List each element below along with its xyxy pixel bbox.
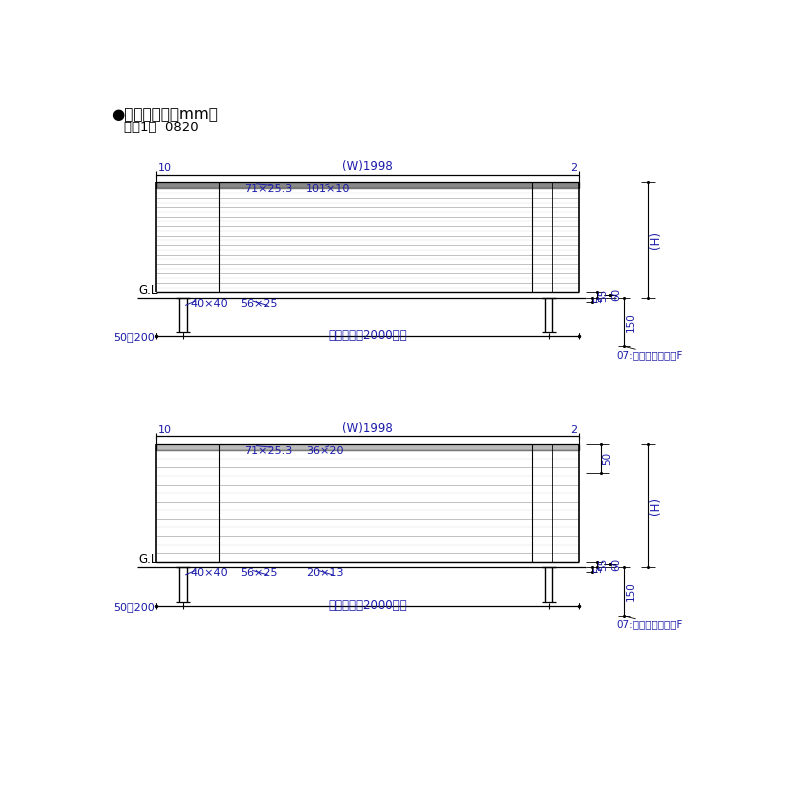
Text: 50〜200: 50〜200 [114,333,155,342]
Text: 5: 5 [594,297,603,303]
Text: 40×40: 40×40 [190,298,228,309]
Text: 56×25: 56×25 [241,298,278,309]
Text: G.L: G.L [138,284,158,297]
Text: ●据付図（単位mm）: ●据付図（単位mm） [111,106,218,122]
Text: 40×40: 40×40 [190,568,228,578]
Text: 56×25: 56×25 [241,568,278,578]
Text: 150: 150 [626,312,636,332]
Text: (H): (H) [650,497,662,514]
Bar [156,182,579,188]
Text: 支柱芯間隔2000以下: 支柱芯間隔2000以下 [328,330,407,342]
Text: 60: 60 [612,288,622,302]
Text: 55: 55 [598,558,609,571]
Bar [156,444,579,450]
Text: 50: 50 [602,452,613,466]
Text: 5: 5 [594,566,603,573]
Text: (W)1998: (W)1998 [342,422,393,435]
Text: 150: 150 [626,582,636,602]
Text: 2: 2 [570,425,577,435]
Text: 10: 10 [158,163,172,173]
Text: 71×25.3: 71×25.3 [245,184,293,194]
Text: G.L: G.L [138,554,158,566]
Text: 36×20: 36×20 [306,446,343,455]
Text: 07:アンダーカバーF: 07:アンダーカバーF [616,350,682,360]
Text: (W)1998: (W)1998 [342,160,393,173]
Text: 101×10: 101×10 [306,184,350,194]
Text: 71×25.3: 71×25.3 [245,446,293,455]
Text: (H): (H) [650,231,662,249]
Text: 60: 60 [612,558,622,570]
Text: 2: 2 [570,163,577,173]
Text: 支柱芯間隔2000以下: 支柱芯間隔2000以下 [328,599,407,612]
Text: 50〜200: 50〜200 [114,602,155,612]
Text: 55: 55 [598,289,609,302]
Text: 20×13: 20×13 [306,568,343,578]
Text: 10: 10 [158,425,172,435]
Text: 07:アンダーカバーF: 07:アンダーカバーF [616,619,682,630]
Text: 図は1型  0820: 図は1型 0820 [123,121,198,134]
